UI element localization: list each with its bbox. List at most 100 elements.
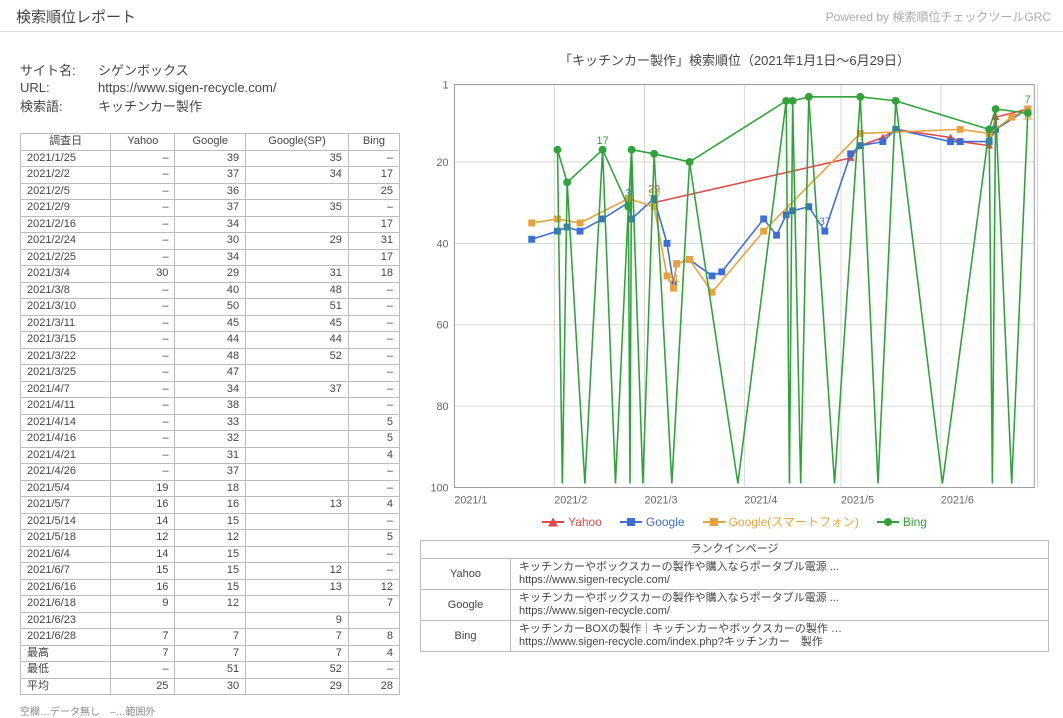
table-row: 2021/3/15–4444– bbox=[21, 332, 400, 349]
value-cell: 39 bbox=[175, 150, 246, 167]
value-cell: 7 bbox=[175, 645, 246, 662]
value-cell: 31 bbox=[246, 266, 349, 283]
value-cell: 37 bbox=[246, 381, 349, 398]
date-cell: 2021/3/4 bbox=[21, 266, 111, 283]
table-row: 2021/6/41415– bbox=[21, 546, 400, 563]
value-cell: 9 bbox=[111, 596, 175, 613]
value-cell: 15 bbox=[175, 563, 246, 580]
date-cell: 2021/6/7 bbox=[21, 563, 111, 580]
value-cell bbox=[246, 365, 349, 382]
rankin-page: キッチンカーやボックスカーの製作や購入ならポータブル電源 ...https://… bbox=[511, 559, 1049, 590]
svg-text:100: 100 bbox=[430, 482, 448, 494]
value-cell: – bbox=[348, 200, 399, 217]
value-cell: 40 bbox=[175, 282, 246, 299]
svg-text:2021/5: 2021/5 bbox=[841, 494, 874, 506]
svg-text:2021/6: 2021/6 bbox=[941, 494, 974, 506]
table-row: 2021/4/14–335 bbox=[21, 414, 400, 431]
col-header: 調査日 bbox=[21, 134, 111, 151]
table-row: 2021/3/8–4048– bbox=[21, 282, 400, 299]
date-cell: 2021/5/4 bbox=[21, 480, 111, 497]
svg-text:37: 37 bbox=[819, 216, 831, 228]
date-cell: 2021/5/14 bbox=[21, 513, 111, 530]
value-cell: 5 bbox=[348, 530, 399, 547]
col-header: Yahoo bbox=[111, 134, 175, 151]
value-cell: 14 bbox=[111, 513, 175, 530]
value-cell: 29 bbox=[246, 678, 349, 695]
table-row: 2021/3/430293118 bbox=[21, 266, 400, 283]
table-row: 2021/6/239 bbox=[21, 612, 400, 629]
site-label: サイト名: bbox=[20, 60, 82, 79]
value-cell: – bbox=[111, 447, 175, 464]
table-row: 2021/2/25–3417 bbox=[21, 249, 400, 266]
date-cell: 2021/4/7 bbox=[21, 381, 111, 398]
value-cell: – bbox=[111, 332, 175, 349]
date-cell: 2021/5/18 bbox=[21, 530, 111, 547]
legend-item: Yahoo bbox=[542, 513, 602, 530]
rankin-engine: Bing bbox=[421, 621, 511, 652]
value-cell: – bbox=[348, 662, 399, 679]
chart-title: 「キッチンカー製作」検索順位（2021年1月1日～6月29日） bbox=[420, 50, 1049, 69]
value-cell: – bbox=[111, 150, 175, 167]
date-cell: 2021/4/11 bbox=[21, 398, 111, 415]
value-cell: 15 bbox=[111, 563, 175, 580]
value-cell: 17 bbox=[348, 249, 399, 266]
value-cell: – bbox=[111, 381, 175, 398]
value-cell: – bbox=[111, 216, 175, 233]
value-cell: 34 bbox=[175, 216, 246, 233]
date-cell: 2021/3/25 bbox=[21, 365, 111, 382]
value-cell: 48 bbox=[175, 348, 246, 365]
date-cell: 2021/3/15 bbox=[21, 332, 111, 349]
value-cell: – bbox=[111, 431, 175, 448]
value-cell: – bbox=[111, 200, 175, 217]
value-cell bbox=[246, 530, 349, 547]
value-cell: 4 bbox=[348, 497, 399, 514]
value-cell: – bbox=[348, 513, 399, 530]
keyword-label: 検索語: bbox=[20, 96, 82, 115]
value-cell: – bbox=[348, 348, 399, 365]
svg-text:20: 20 bbox=[436, 157, 448, 169]
date-cell: 平均 bbox=[21, 678, 111, 695]
date-cell: 2021/4/14 bbox=[21, 414, 111, 431]
value-cell: 34 bbox=[175, 249, 246, 266]
table-row: 2021/5/1812125 bbox=[21, 530, 400, 547]
table-footnote: 空欄…データ無し –…範囲外 bbox=[20, 703, 400, 718]
svg-text:30: 30 bbox=[648, 188, 660, 200]
date-cell: 2021/4/21 bbox=[21, 447, 111, 464]
date-cell: 2021/6/18 bbox=[21, 596, 111, 613]
table-row: 2021/3/10–5051– bbox=[21, 299, 400, 316]
value-cell: 15 bbox=[175, 546, 246, 563]
date-cell: 2021/3/11 bbox=[21, 315, 111, 332]
table-row: 2021/3/22–4852– bbox=[21, 348, 400, 365]
date-cell: 最低 bbox=[21, 662, 111, 679]
value-cell: – bbox=[111, 365, 175, 382]
value-cell: 14 bbox=[111, 546, 175, 563]
svg-text:60: 60 bbox=[436, 320, 448, 332]
value-cell: – bbox=[348, 546, 399, 563]
site-url: https://www.sigen-recycle.com/ bbox=[98, 80, 276, 95]
value-cell: 30 bbox=[111, 266, 175, 283]
value-cell bbox=[246, 216, 349, 233]
value-cell: – bbox=[111, 249, 175, 266]
value-cell: 18 bbox=[175, 480, 246, 497]
table-row: 2021/6/189127 bbox=[21, 596, 400, 613]
legend-label: Google bbox=[646, 515, 685, 529]
table-row: 2021/4/11–38– bbox=[21, 398, 400, 415]
value-cell bbox=[246, 480, 349, 497]
site-info: サイト名:シゲンボックス URL:https://www.sigen-recyc… bbox=[20, 60, 400, 115]
table-row: 2021/2/2–373417 bbox=[21, 167, 400, 184]
value-cell bbox=[246, 431, 349, 448]
value-cell: 16 bbox=[111, 497, 175, 514]
value-cell: 7 bbox=[111, 645, 175, 662]
value-cell: 19 bbox=[111, 480, 175, 497]
value-cell: 18 bbox=[348, 266, 399, 283]
date-cell: 2021/6/16 bbox=[21, 579, 111, 596]
value-cell: 15 bbox=[175, 579, 246, 596]
value-cell: 52 bbox=[246, 662, 349, 679]
legend-item: Google bbox=[620, 513, 685, 530]
value-cell: 48 bbox=[246, 282, 349, 299]
rankin-table: ランクインページ Yahooキッチンカーやボックスカーの製作や購入ならポータブル… bbox=[420, 540, 1049, 652]
value-cell: 35 bbox=[246, 200, 349, 217]
value-cell: 37 bbox=[175, 464, 246, 481]
value-cell: 29 bbox=[246, 233, 349, 250]
svg-text:1: 1 bbox=[442, 80, 448, 92]
